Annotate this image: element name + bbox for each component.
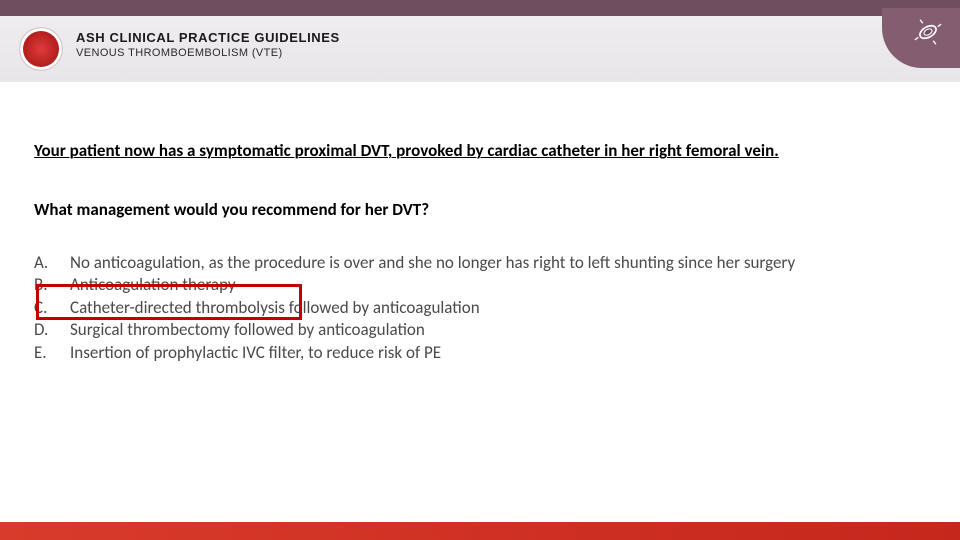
option-letter: D.: [34, 319, 52, 341]
option-d: D. Surgical thrombectomy followed by ant…: [34, 319, 926, 341]
option-text: Insertion of prophylactic IVC filter, to…: [70, 342, 926, 364]
header-subtitle: VENOUS THROMBOEMBOLISM (VTE): [76, 47, 340, 59]
option-text: No anticoagulation, as the procedure is …: [70, 252, 926, 274]
top-stripe: [0, 8, 960, 16]
option-text: Surgical thrombectomy followed by antico…: [70, 319, 926, 341]
platelet-icon: [914, 18, 942, 46]
footer-bar: [0, 522, 960, 540]
scenario-text: Your patient now has a symptomatic proxi…: [34, 140, 926, 161]
question-text: What management would you recommend for …: [34, 199, 926, 220]
slide: ASH CLINICAL PRACTICE GUIDELINES VENOUS …: [0, 0, 960, 540]
answer-highlight-box: [36, 284, 302, 320]
ash-logo: [20, 28, 62, 70]
option-letter: A.: [34, 252, 52, 274]
body-content: Your patient now has a symptomatic proxi…: [34, 140, 926, 364]
header-title: ASH CLINICAL PRACTICE GUIDELINES: [76, 30, 340, 45]
header-text-block: ASH CLINICAL PRACTICE GUIDELINES VENOUS …: [76, 30, 340, 59]
option-e: E. Insertion of prophylactic IVC filter,…: [34, 342, 926, 364]
option-letter: E.: [34, 342, 52, 364]
option-a: A. No anticoagulation, as the procedure …: [34, 252, 926, 274]
header-region: ASH CLINICAL PRACTICE GUIDELINES VENOUS …: [0, 0, 960, 82]
